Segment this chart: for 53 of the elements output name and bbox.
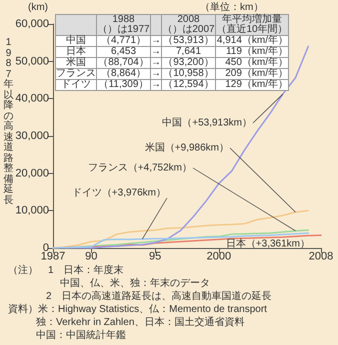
annotation: （53,913） [162,35,216,46]
y-tick-label: 50,000 [15,55,49,68]
annotation: （10,958） [162,68,216,80]
annotation: 日本（+3,361km） [226,238,310,250]
annotation: 米国 [56,57,96,68]
annotation: （93,200） [162,57,216,68]
text: (km) [28,2,48,13]
annotation: ドイツ [56,79,96,90]
y-tick-label: 20,000 [15,167,49,180]
text: 中国、仏、米、独：年末のデータ [59,277,211,290]
x-tick-label: 1987 [40,250,66,262]
annotation: 6,453 [96,46,150,58]
text: 2 日本の高速道路延長は、高速自動車国道の延長 [45,290,272,303]
annotation: 7,641 [162,46,216,58]
annotation: 209（km/年） [216,68,288,80]
annotation: 2008（）は2007 [162,14,216,36]
x-tick-label: 90 [85,250,98,262]
annotation: 米国（+9,986km） [144,142,229,154]
annotation: （4,771） [96,35,150,46]
annotation: 日本 [56,46,96,58]
annotation: 年平均増加量（直近10年間） [216,14,288,36]
x-tick-label: 2008 [308,250,334,262]
annotation: 4,914（km/年） [216,35,288,46]
y-tick-label: 30,000 [15,130,49,142]
annotation: 129（km/年） [216,79,288,90]
annotation: 中国（+53,913km） [162,116,252,128]
annotation: 450（km/年） [216,57,288,68]
y-tick-label: 10,000 [15,204,49,217]
annotation: → [150,46,162,58]
annotation: → [150,79,162,90]
annotation: フランス [56,68,96,80]
y-tick-label: 40,000 [15,92,49,105]
annotation: 119（km/年） [216,46,288,58]
text: 資料）米：Highway Statistics、仏：Memento de transport [8,303,268,316]
annotation: （12,594） [162,79,216,90]
annotation: 1988（）は1977 [96,14,150,36]
x-tick-label: 2000 [206,250,232,262]
text: （単位：km） [200,2,264,14]
annotation: フランス（+4,752km） [88,162,192,174]
annotation: → [150,57,162,68]
y-tick-label: 60,000 [15,18,49,30]
annotation: 中国 [56,35,96,46]
annotation: （8,864） [96,68,150,80]
annotation: （88,704） [96,57,150,68]
text: 独：Verkehr in Zahlen、日本：国土交通省資料 [35,316,246,329]
annotation: （11,309） [96,79,150,90]
text: 中国：中国統計年鑑 [35,329,127,342]
x-tick-label: 95 [148,250,162,262]
annotation: → [150,35,162,46]
text: 1987年以降の高速道路整備延長 [4,37,14,206]
annotation: ドイツ（+3,976km） [72,188,166,198]
annotation: → [150,68,162,80]
text: （注） 1 日本：年度末 [8,264,125,277]
